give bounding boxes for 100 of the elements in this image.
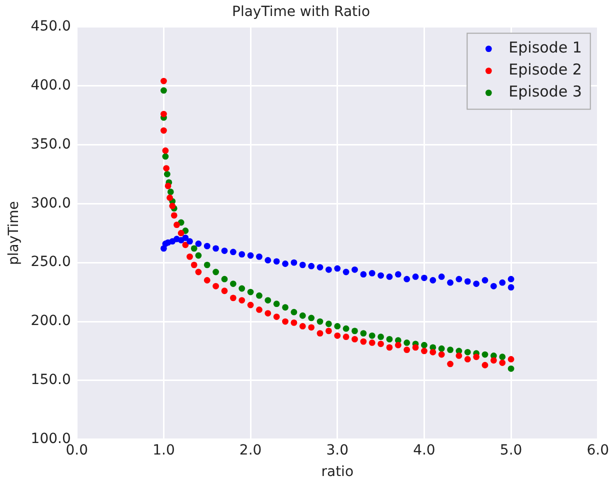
point: [256, 292, 262, 299]
point: [195, 252, 202, 259]
point: [386, 344, 393, 351]
point: [368, 270, 376, 276]
x-tick-label: 1.0: [152, 442, 175, 458]
point: [160, 127, 167, 134]
point: [290, 308, 298, 316]
x-tick-label: 2.0: [239, 442, 262, 458]
point: [499, 360, 506, 366]
chart-title: PlayTime with Ratio: [232, 4, 370, 20]
point: [438, 274, 445, 280]
point: [160, 110, 167, 118]
point: [247, 288, 254, 296]
point: [404, 276, 410, 282]
point: [499, 279, 506, 286]
point: [360, 330, 367, 337]
point: [238, 251, 246, 258]
point: [482, 277, 488, 284]
point: [308, 324, 315, 331]
point: [325, 266, 332, 273]
point: [490, 282, 497, 290]
point: [482, 362, 488, 368]
point: [230, 294, 236, 302]
point: [464, 348, 471, 356]
point: [456, 276, 462, 282]
point: [352, 266, 358, 273]
point: [264, 257, 272, 264]
point: [174, 222, 180, 228]
y-tick-label: 400.0: [30, 77, 71, 94]
point: [212, 245, 220, 252]
point: [264, 310, 272, 316]
point: [238, 285, 246, 292]
point: [412, 344, 419, 351]
point: [473, 280, 480, 287]
point: [212, 268, 220, 276]
point: [352, 336, 358, 342]
point: [178, 230, 184, 236]
point: [164, 170, 170, 178]
point: [256, 306, 262, 313]
point: [162, 147, 169, 154]
point: [186, 253, 193, 260]
point: [508, 356, 514, 362]
y-tick-label: 450.0: [30, 18, 71, 34]
point: [438, 345, 445, 352]
point: [316, 318, 324, 325]
point: [238, 297, 246, 304]
point: [195, 268, 202, 276]
point: [221, 288, 228, 294]
point: [316, 330, 324, 337]
point: [204, 277, 210, 284]
point: [394, 342, 402, 348]
point: [167, 188, 174, 196]
point: [508, 276, 514, 282]
point: [162, 153, 169, 160]
point: [325, 328, 332, 334]
y-tick-label: 150.0: [30, 372, 71, 388]
x-tick-label: 0.0: [66, 442, 88, 458]
point: [378, 334, 384, 340]
point: [352, 328, 358, 334]
legend-label: Episode 3: [508, 82, 582, 101]
point: [230, 248, 236, 256]
point: [273, 300, 280, 308]
x-tick-label: 5.0: [500, 442, 522, 458]
point: [456, 352, 462, 359]
point: [421, 348, 428, 354]
point: [421, 274, 428, 282]
point: [190, 262, 198, 268]
point: [299, 312, 306, 319]
y-tick-label: 250.0: [30, 254, 71, 270]
point: [282, 260, 288, 267]
point: [282, 304, 288, 311]
point: [464, 278, 471, 285]
point: [430, 277, 436, 284]
point: [447, 360, 454, 368]
point: [190, 245, 198, 252]
point: [308, 314, 315, 322]
point: [170, 212, 178, 219]
point: [368, 340, 376, 346]
point: [316, 264, 324, 270]
point: [195, 240, 202, 247]
point: [334, 265, 341, 272]
point: [221, 276, 228, 282]
point: [334, 323, 341, 330]
point: [394, 271, 402, 278]
point: [386, 336, 393, 342]
point: [325, 320, 332, 328]
point: [256, 253, 262, 260]
point: [412, 274, 419, 280]
point: [247, 302, 254, 308]
point: [378, 272, 384, 279]
point: [169, 202, 176, 210]
point: [447, 346, 454, 354]
point: [160, 87, 167, 94]
point: [273, 258, 280, 265]
point: [247, 252, 254, 259]
point: [508, 365, 514, 372]
point: [290, 319, 298, 326]
point: [464, 356, 471, 362]
point: [299, 262, 306, 268]
point: [264, 297, 272, 304]
